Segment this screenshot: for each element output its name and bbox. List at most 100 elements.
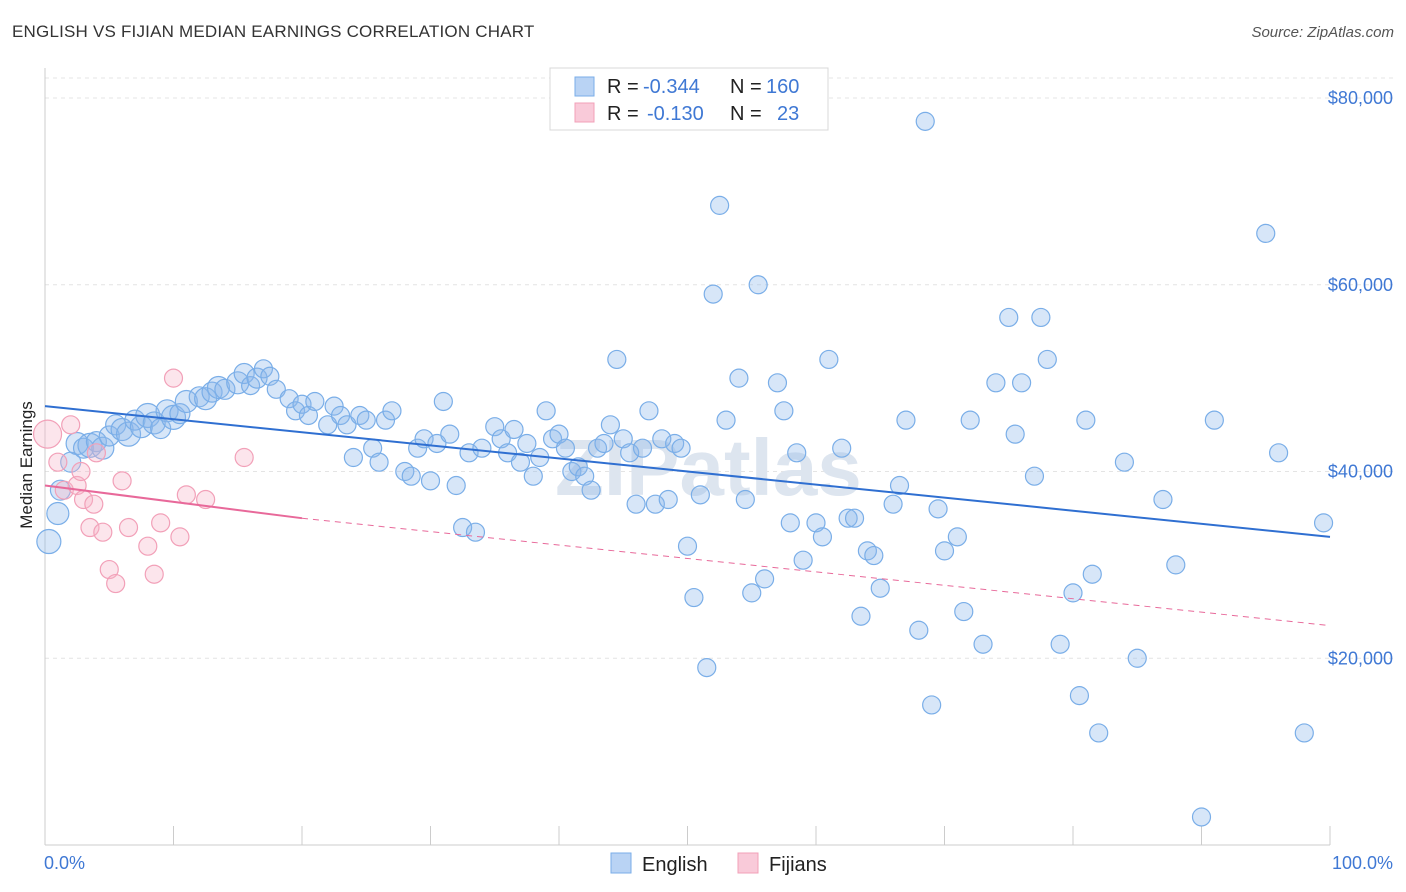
english-point — [600, 415, 621, 435]
watermark: ZIPatlas — [555, 423, 862, 512]
english-point — [98, 425, 120, 447]
english-point — [909, 620, 929, 640]
legend-swatch-fijians — [574, 102, 595, 123]
fijians-point — [196, 489, 216, 510]
english-point — [1166, 555, 1186, 575]
data-points — [32, 111, 1334, 827]
source-credit: Source: ZipAtlas.com — [1251, 24, 1394, 41]
english-point — [188, 386, 210, 408]
english-point — [928, 499, 948, 519]
english-point — [369, 452, 389, 472]
english-point — [305, 391, 325, 412]
fijians-point — [234, 447, 254, 468]
fijians-trend-line — [44, 484, 303, 520]
legend-frame — [549, 67, 829, 131]
english-point — [510, 452, 531, 472]
english-point — [1031, 307, 1051, 328]
fijians-point — [84, 494, 104, 514]
english-point — [1294, 723, 1314, 743]
legend-english-n-value: 160 — [766, 76, 799, 98]
english-point — [844, 508, 865, 528]
legend-swatch-english — [574, 76, 595, 97]
english-point — [568, 457, 588, 477]
english-point — [620, 443, 640, 463]
axes — [44, 68, 1331, 846]
english-point — [337, 415, 357, 435]
english-point — [36, 528, 62, 555]
english-point — [1127, 648, 1147, 668]
english-point — [716, 410, 736, 430]
english-point — [453, 517, 473, 538]
english-point — [645, 494, 665, 514]
english-point — [626, 494, 646, 514]
english-point — [1191, 807, 1212, 827]
english-point — [793, 550, 813, 570]
bottom-legend-swatch-english — [610, 852, 632, 874]
english-point — [851, 606, 871, 626]
english-point — [555, 438, 576, 458]
english-point — [690, 485, 710, 505]
english-point — [806, 513, 826, 533]
english-point — [697, 657, 717, 678]
english-point — [1037, 349, 1057, 370]
english-point — [896, 410, 916, 430]
english-point — [883, 494, 903, 514]
fijians-point — [80, 517, 100, 538]
english-point — [49, 479, 72, 501]
english-point — [491, 429, 511, 449]
english-point — [934, 541, 955, 561]
english-point — [115, 421, 142, 447]
english-point — [639, 401, 659, 421]
legend-fijians-r-label: R = — [607, 103, 639, 125]
english-point — [594, 433, 614, 454]
legend-box: R = -0.344 N = 160 R = -0.130 N = 23 — [549, 67, 829, 131]
fijians-point — [138, 536, 158, 556]
fijians-trend-line-extension — [301, 517, 1331, 627]
english-point — [812, 527, 833, 547]
english-point — [504, 419, 524, 440]
english-point — [549, 424, 569, 444]
english-point — [356, 410, 376, 430]
fijians-point — [86, 443, 107, 463]
english-trend-line — [44, 405, 1331, 538]
english-point — [485, 417, 505, 437]
fijians-point — [32, 419, 63, 449]
english-point — [1069, 686, 1090, 706]
english-point — [214, 378, 236, 400]
fijians-point — [93, 522, 113, 542]
english-point — [1114, 452, 1135, 472]
legend-english-r-value: -0.344 — [643, 76, 700, 98]
bottom-legend-english: English — [642, 854, 708, 876]
bottom-legend-fijians: Fijians — [769, 854, 827, 876]
y-tick-label-3: $80,000 — [1328, 88, 1393, 108]
english-point — [819, 349, 839, 370]
fijians-point — [144, 564, 164, 584]
english-point — [1076, 410, 1096, 430]
bottom-legend-swatch-fijians — [737, 852, 759, 874]
english-point — [446, 475, 466, 496]
english-point — [233, 362, 255, 385]
english-point — [46, 501, 70, 526]
english-point — [253, 359, 274, 379]
legend-fijians-r-value: -0.130 — [647, 103, 704, 125]
english-point — [607, 349, 627, 370]
chart-title: ENGLISH VS FIJIAN MEDIAN EARNINGS CORREL… — [12, 22, 535, 41]
english-point — [838, 508, 858, 528]
y-axis-title: Median Earnings — [17, 401, 36, 529]
fijians-point — [54, 480, 74, 500]
english-point — [298, 405, 319, 426]
english-point — [735, 489, 755, 510]
english-point — [1063, 583, 1083, 603]
english-point — [1089, 723, 1109, 743]
english-point — [780, 513, 800, 533]
legend-fijians-n-value: 23 — [777, 103, 799, 125]
english-point — [729, 368, 749, 388]
fijians-point — [176, 485, 196, 505]
english-point — [465, 522, 486, 542]
legend-english-n-label: N = — [730, 76, 762, 98]
english-point — [472, 438, 492, 458]
english-point — [889, 475, 910, 496]
english-point — [703, 284, 723, 304]
english-point — [652, 429, 672, 449]
fijians-point — [71, 461, 91, 482]
